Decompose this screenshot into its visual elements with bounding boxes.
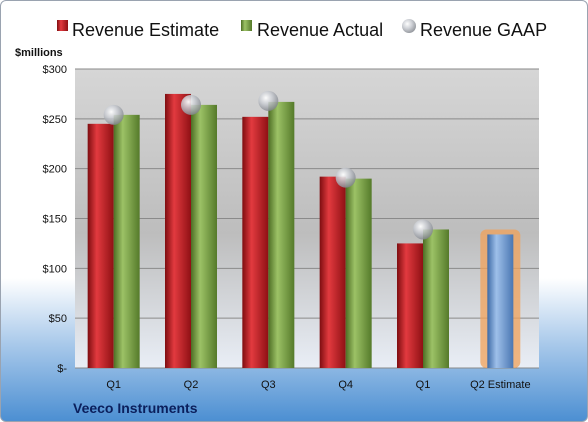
bar-revenue-actual bbox=[113, 114, 140, 368]
bar-revenue-actual bbox=[268, 101, 295, 368]
legend-label-gaap: Revenue GAAP bbox=[420, 20, 547, 40]
legend-label-actual: Revenue Actual bbox=[257, 20, 383, 40]
bar-revenue-estimate bbox=[242, 116, 269, 368]
marker-revenue-gaap bbox=[335, 167, 356, 188]
x-tick-label: Q2 Estimate bbox=[470, 379, 531, 391]
bar-revenue-estimate bbox=[397, 243, 423, 368]
legend-marker-gaap bbox=[402, 19, 416, 33]
gaap-markers bbox=[103, 90, 433, 240]
x-tick-label: Q1 bbox=[416, 379, 431, 391]
bar-revenue-estimate bbox=[165, 93, 191, 369]
x-tick-label: Q1 bbox=[106, 379, 121, 391]
bar-revenue-estimate bbox=[87, 123, 114, 368]
bar-revenue-actual bbox=[423, 229, 449, 368]
legend-swatch-actual bbox=[241, 20, 252, 31]
x-tick-label: Q4 bbox=[338, 379, 353, 391]
y-tick-label: $200 bbox=[43, 164, 67, 176]
marker-revenue-gaap bbox=[103, 104, 124, 125]
y-axis-ticks: $- $50 $100 $150 $200 $250 $300 bbox=[43, 64, 68, 375]
y-tick-label: $- bbox=[57, 363, 67, 375]
bars bbox=[87, 93, 521, 369]
y-tick-label: $250 bbox=[43, 114, 67, 126]
bar-revenue-actual-estimate bbox=[487, 234, 514, 368]
bar-revenue-estimate bbox=[319, 176, 346, 368]
y-axis-unit: $millions bbox=[15, 47, 63, 59]
x-axis-ticks: Q1 Q2 Q3 Q4 Q1 Q2 Estimate bbox=[106, 379, 530, 391]
y-tick-label: $300 bbox=[43, 64, 67, 76]
gridlines bbox=[75, 68, 539, 369]
marker-revenue-gaap bbox=[258, 90, 279, 111]
x-tick-label: Q2 bbox=[184, 379, 199, 391]
legend-label-estimate: Revenue Estimate bbox=[72, 20, 219, 40]
y-tick-label: $50 bbox=[49, 313, 67, 325]
y-tick-label: $100 bbox=[43, 263, 67, 275]
legend-swatch-estimate bbox=[57, 20, 68, 31]
bar-revenue-actual bbox=[345, 178, 372, 368]
bar-revenue-actual bbox=[191, 104, 217, 368]
legend: Revenue Estimate Revenue Actual Revenue … bbox=[57, 19, 547, 40]
y-tick-label: $150 bbox=[43, 214, 67, 226]
marker-revenue-gaap bbox=[413, 219, 433, 240]
x-tick-label: Q3 bbox=[261, 379, 276, 391]
marker-revenue-gaap bbox=[181, 94, 201, 115]
company-name: Veeco Instruments bbox=[73, 400, 198, 416]
